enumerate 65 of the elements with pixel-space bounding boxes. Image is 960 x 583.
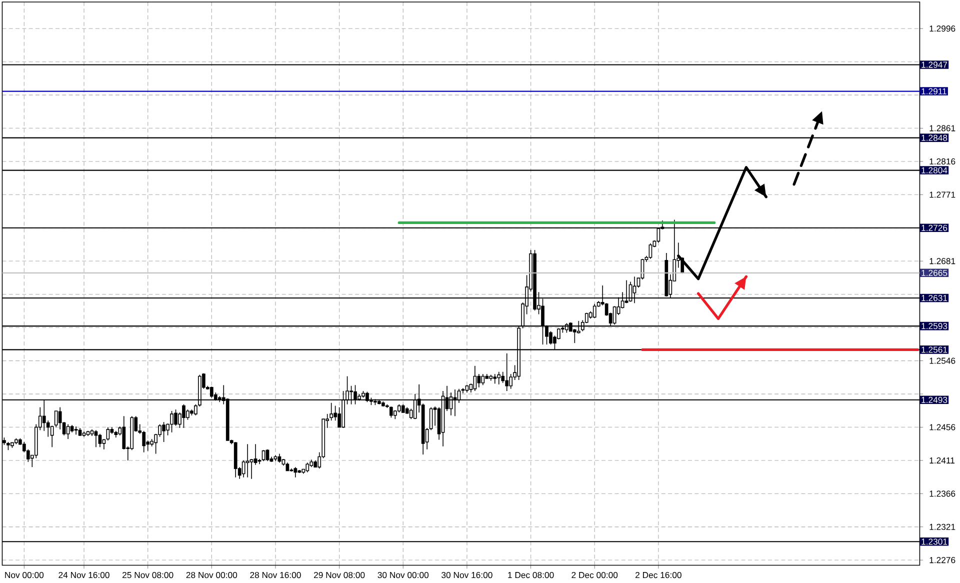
candlestick (254, 444, 258, 466)
candlestick (50, 425, 54, 448)
candlestick (98, 433, 102, 448)
x-tick-label: 29 Nov 08:00 (314, 572, 365, 578)
ref-line-label: 1.2561 (922, 346, 948, 353)
ref-line-label: 1.2804 (922, 167, 948, 174)
x-tick-label: 28 Nov 16:00 (250, 572, 301, 578)
ref-line-label: 1.2493 (922, 396, 948, 403)
y-tick-label: 1.2456 (930, 424, 956, 430)
x-tick-label: 24 Nov 16:00 (58, 572, 110, 578)
ref-line-label: 1.2631 (922, 294, 948, 301)
y-tick-label: 1.2861 (930, 125, 956, 132)
candlestick (389, 406, 393, 418)
candlestick (477, 374, 481, 388)
candlestick (174, 408, 178, 426)
y-tick-label: 1.2321 (930, 524, 956, 530)
candlestick (262, 450, 266, 462)
x-tick-label: 30 Nov 16:00 (442, 572, 492, 578)
x-tick-label: 30 Nov 00:00 (378, 572, 429, 578)
candlestick (194, 404, 198, 416)
candlestick (186, 408, 190, 420)
y-tick-label: 1.2996 (930, 25, 956, 32)
candlestick (74, 426, 78, 435)
ref-line-label: 1.2301 (922, 538, 948, 545)
candlestick (122, 416, 126, 450)
candlestick (294, 466, 298, 478)
ref-line-label: 1.2848 (922, 134, 948, 141)
y-tick-label: 1.2681 (930, 258, 956, 264)
x-tick-label: 25 Nov 08:00 (122, 572, 174, 578)
candlestick (250, 458, 254, 480)
x-tick-label: 2 Dec 00:00 (572, 572, 618, 578)
candlestick (102, 438, 106, 450)
x-tick-label: 1 Dec 08:00 (508, 572, 554, 578)
y-tick-label: 1.2771 (930, 192, 956, 198)
candlestick (330, 402, 334, 421)
candlestick (493, 374, 497, 384)
ref-line-label: 1.2665 (922, 270, 948, 276)
candlestick (549, 330, 552, 345)
x-tick-label: 28 Nov 00:00 (186, 572, 238, 578)
candlestick (505, 352, 509, 392)
y-tick-label: 1.2546 (930, 358, 956, 364)
y-tick-label: 1.2411 (930, 457, 954, 464)
y-tick-label: 1.2276 (930, 556, 956, 564)
x-tick-label: 2 Dec 16:00 (636, 572, 682, 578)
candlestick (162, 422, 166, 442)
ref-line-label: 1.2911 (922, 88, 946, 94)
ref-line-label: 1.2947 (922, 62, 948, 68)
candlestick (481, 374, 485, 386)
y-tick-label: 1.2366 (930, 490, 956, 497)
candlestick (592, 303, 596, 318)
x-tick-label: Nov 00:00 (5, 572, 44, 578)
candlestick (497, 371, 501, 385)
candlestick (170, 410, 174, 433)
ref-line-label: 1.2593 (922, 322, 948, 330)
candlestick (106, 426, 110, 441)
ref-line-label: 1.2726 (922, 224, 948, 231)
candlestick (210, 386, 214, 398)
candlestick (501, 371, 505, 384)
candlestick (66, 424, 70, 440)
candlestick (182, 404, 186, 428)
candlestick (648, 242, 652, 260)
candlestick (94, 430, 98, 448)
y-tick-label: 1.2816 (930, 158, 956, 164)
candlestick (509, 374, 513, 390)
candlestick (306, 462, 310, 473)
